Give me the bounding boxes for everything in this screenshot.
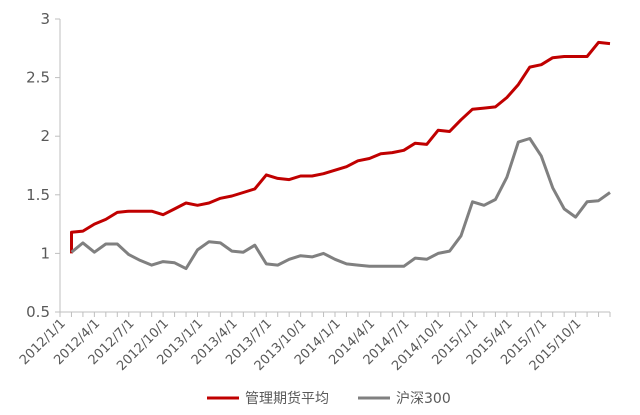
y-tick-label: 2: [40, 127, 50, 145]
legend: 管理期货平均 沪深300: [207, 390, 451, 407]
y-tick-label: 0.5: [26, 303, 50, 321]
legend-label: 沪深300: [396, 391, 451, 407]
y-tick-label: 1: [40, 244, 50, 262]
series-lines: [70, 40, 611, 271]
y-tick-label: 1.5: [26, 186, 50, 204]
x-axis: 2012/1/12012/4/12012/7/12012/10/12013/1/…: [17, 311, 611, 374]
y-axis: 0.5 1 1.5 2 2.5 3: [26, 10, 61, 321]
y-tick-label: 3: [40, 10, 50, 28]
series-line-1: [70, 137, 611, 271]
legend-label: 管理期货平均: [245, 390, 329, 407]
series-line-0: [70, 40, 611, 254]
y-tick-label: 2.5: [26, 69, 50, 87]
